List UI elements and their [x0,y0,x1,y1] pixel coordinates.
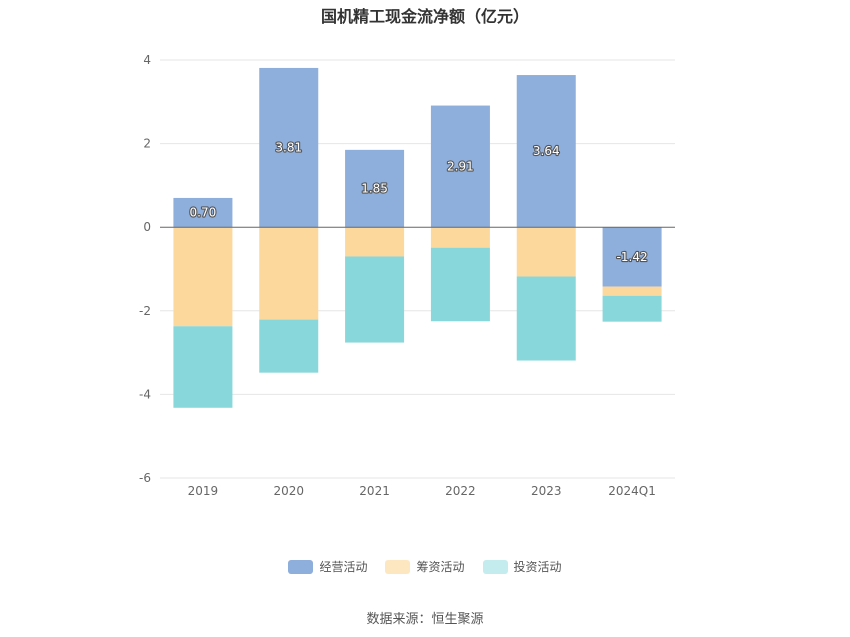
bar-investing [345,256,405,343]
x-tick-label: 2024Q1 [608,484,656,498]
legend-swatch-investing [482,559,508,574]
y-tick-label: 4 [143,53,151,67]
x-tick-label: 2019 [188,484,219,498]
bar-operating [430,105,490,228]
x-tick-label: 2023 [531,484,562,498]
bar-investing [259,319,319,373]
x-tick-label: 2022 [445,484,476,498]
data-label: 3.81 [275,141,302,155]
x-tick-label: 2021 [359,484,390,498]
legend-label-investing: 投资活动 [513,560,562,574]
legend-label-financing: 筹资活动 [416,560,465,574]
legend-item-operating[interactable]: 经营活动 [288,558,367,575]
legend: 经营活动 筹资活动 投资活动 [0,558,850,575]
y-tick-label: 0 [143,220,151,234]
bar-investing [516,276,576,361]
y-tick-label: -2 [139,304,151,318]
bar-operating [173,197,233,228]
legend-item-financing[interactable]: 筹资活动 [385,558,465,575]
data-label: 2.91 [447,159,474,173]
bar-financing [430,227,490,248]
y-tick-label: -6 [139,471,151,485]
bar-operating [345,149,405,228]
bar-operating [259,67,319,228]
bar-operating [602,227,662,287]
bar-investing [173,326,233,408]
y-tick-label: -4 [139,387,151,401]
source-note: 数据来源：恒生聚源 [366,612,484,627]
bar-financing [516,227,576,277]
x-tick-label: 2020 [273,484,304,498]
bar-financing [259,227,319,320]
data-label: 3.64 [533,144,560,158]
legend-swatch-financing [385,559,411,574]
bar-investing [602,295,662,322]
legend-label-operating: 经营活动 [319,560,368,574]
bar-financing [345,227,405,257]
chart-title: 国机精工现金流净额（亿元） [320,7,529,26]
bar-financing [602,286,662,296]
y-tick-label: 2 [143,137,151,151]
data-label: 1.85 [361,182,388,196]
data-label: 0.70 [190,206,217,220]
legend-swatch-operating [288,559,314,574]
bar-investing [430,247,490,322]
legend-item-investing[interactable]: 投资活动 [482,558,562,575]
data-label: -1.42 [617,250,648,264]
bar-operating [516,75,576,228]
bar-financing [173,227,233,327]
